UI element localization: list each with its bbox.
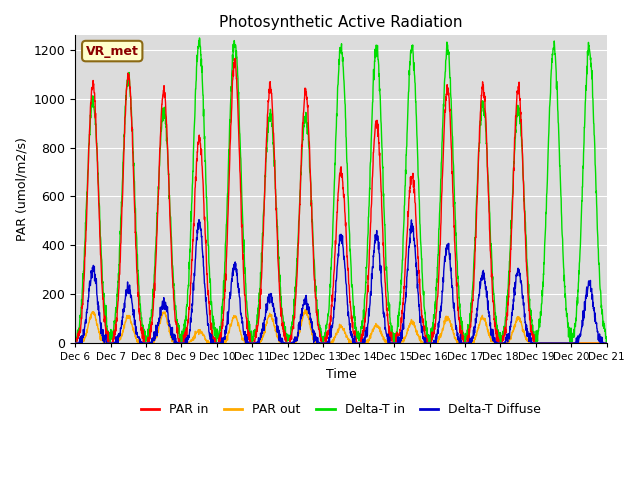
Y-axis label: PAR (umol/m2/s): PAR (umol/m2/s) (15, 137, 28, 241)
Text: VR_met: VR_met (86, 45, 139, 58)
X-axis label: Time: Time (326, 368, 356, 381)
Title: Photosynthetic Active Radiation: Photosynthetic Active Radiation (219, 15, 463, 30)
Legend: PAR in, PAR out, Delta-T in, Delta-T Diffuse: PAR in, PAR out, Delta-T in, Delta-T Dif… (136, 398, 546, 421)
